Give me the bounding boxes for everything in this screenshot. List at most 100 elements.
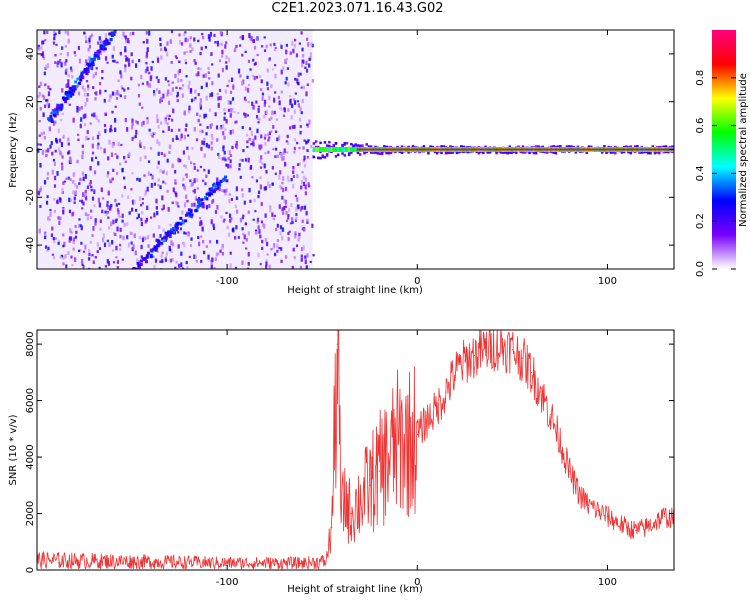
noise-dot [63,180,66,183]
track-dot [179,222,183,226]
noise-dot [161,208,164,211]
noise-dot [202,240,205,244]
noise-dot [242,241,245,244]
noise-dot [119,234,122,239]
noise-dot [158,90,161,95]
carrier-core [475,148,479,151]
noise-dot [55,43,58,46]
noise-dot [205,95,208,101]
noise-dot [96,250,99,254]
noise-dot [274,73,277,79]
track-dot [95,52,99,56]
spectrogram-ytick-label: 40 [25,48,36,61]
noise-dot [212,223,215,228]
noise-dot [249,68,252,71]
track-dot [218,183,222,187]
noise-dot [238,163,241,167]
noise-dot [259,176,262,179]
noise-dot [53,240,56,244]
noise-dot [49,144,52,149]
carrier-core [570,148,573,151]
noise-dot [263,186,266,191]
noise-dot [90,185,93,189]
carrier-halo [523,151,527,154]
noise-dot [91,113,94,117]
carrier-core [497,148,501,151]
noise-dot [301,227,304,231]
noise-dot [146,205,149,211]
carrier-core [556,148,560,151]
carrier-core [578,148,582,151]
noise-dot [46,177,49,180]
snr-point [597,510,599,512]
noise-dot [296,197,299,202]
noise-dot [276,223,279,228]
noise-dot [92,260,95,264]
track-dot [190,213,194,217]
noise-dot [168,248,172,252]
noise-dot [241,126,244,130]
track-dot [214,187,218,191]
carrier-core [618,148,622,151]
noise-dot [134,134,137,139]
snr-point [344,498,346,501]
noise-dot [162,130,165,133]
track-dot [137,264,141,268]
carrier-core [468,148,472,151]
carrier-halo [488,151,492,154]
noise-dot [257,105,261,108]
noise-dot [107,216,110,219]
carrier-core [598,148,602,151]
carrier-halo [427,151,430,155]
noise-dot [199,165,203,169]
noise-dot [121,87,124,90]
noise-dot [177,205,180,208]
noise-dot [287,108,290,112]
noise-dot [81,263,84,266]
noise-dot [98,81,102,86]
colorbar-tick-label: 0.0 [695,261,706,277]
noise-dot [131,118,134,123]
carrier-core [666,148,670,151]
noise-dot [283,148,286,154]
noise-dot [166,114,169,118]
track-dot [184,213,188,217]
noise-dot [207,144,211,149]
noise-dot [72,247,75,251]
noise-dot [306,123,309,126]
carrier-core [534,148,538,151]
noise-dot [122,31,125,37]
noise-dot [303,139,306,142]
carrier-halo [317,156,320,160]
colorbar-tick-label: 0.6 [695,118,706,134]
track-dot [201,202,205,206]
carrier-core [642,148,646,151]
noise-dot [304,191,307,196]
track-dot [80,71,84,75]
noise-dot [207,169,210,174]
noise-dot [114,233,117,237]
noise-dot [88,56,91,62]
noise-dot [221,67,224,73]
carrier-halo [576,145,580,149]
noise-dot [167,100,171,105]
noise-dot [81,144,84,148]
noise-dot [112,249,115,252]
noise-dot [274,147,278,151]
snr-frame [36,329,675,571]
noise-dot [115,171,119,175]
noise-dot [223,108,226,112]
noise-dot [205,142,209,148]
noise-dot [178,68,182,73]
noise-dot [191,146,194,150]
noise-dot [124,35,127,40]
noise-dot [276,243,279,249]
track-dot [158,241,162,245]
noise-dot [110,129,113,132]
noise-dot [229,90,233,94]
noise-dot [283,205,286,211]
carrier-band [334,147,338,152]
noise-dot [120,85,123,88]
noise-dot [148,71,151,75]
noise-dot [115,218,118,221]
